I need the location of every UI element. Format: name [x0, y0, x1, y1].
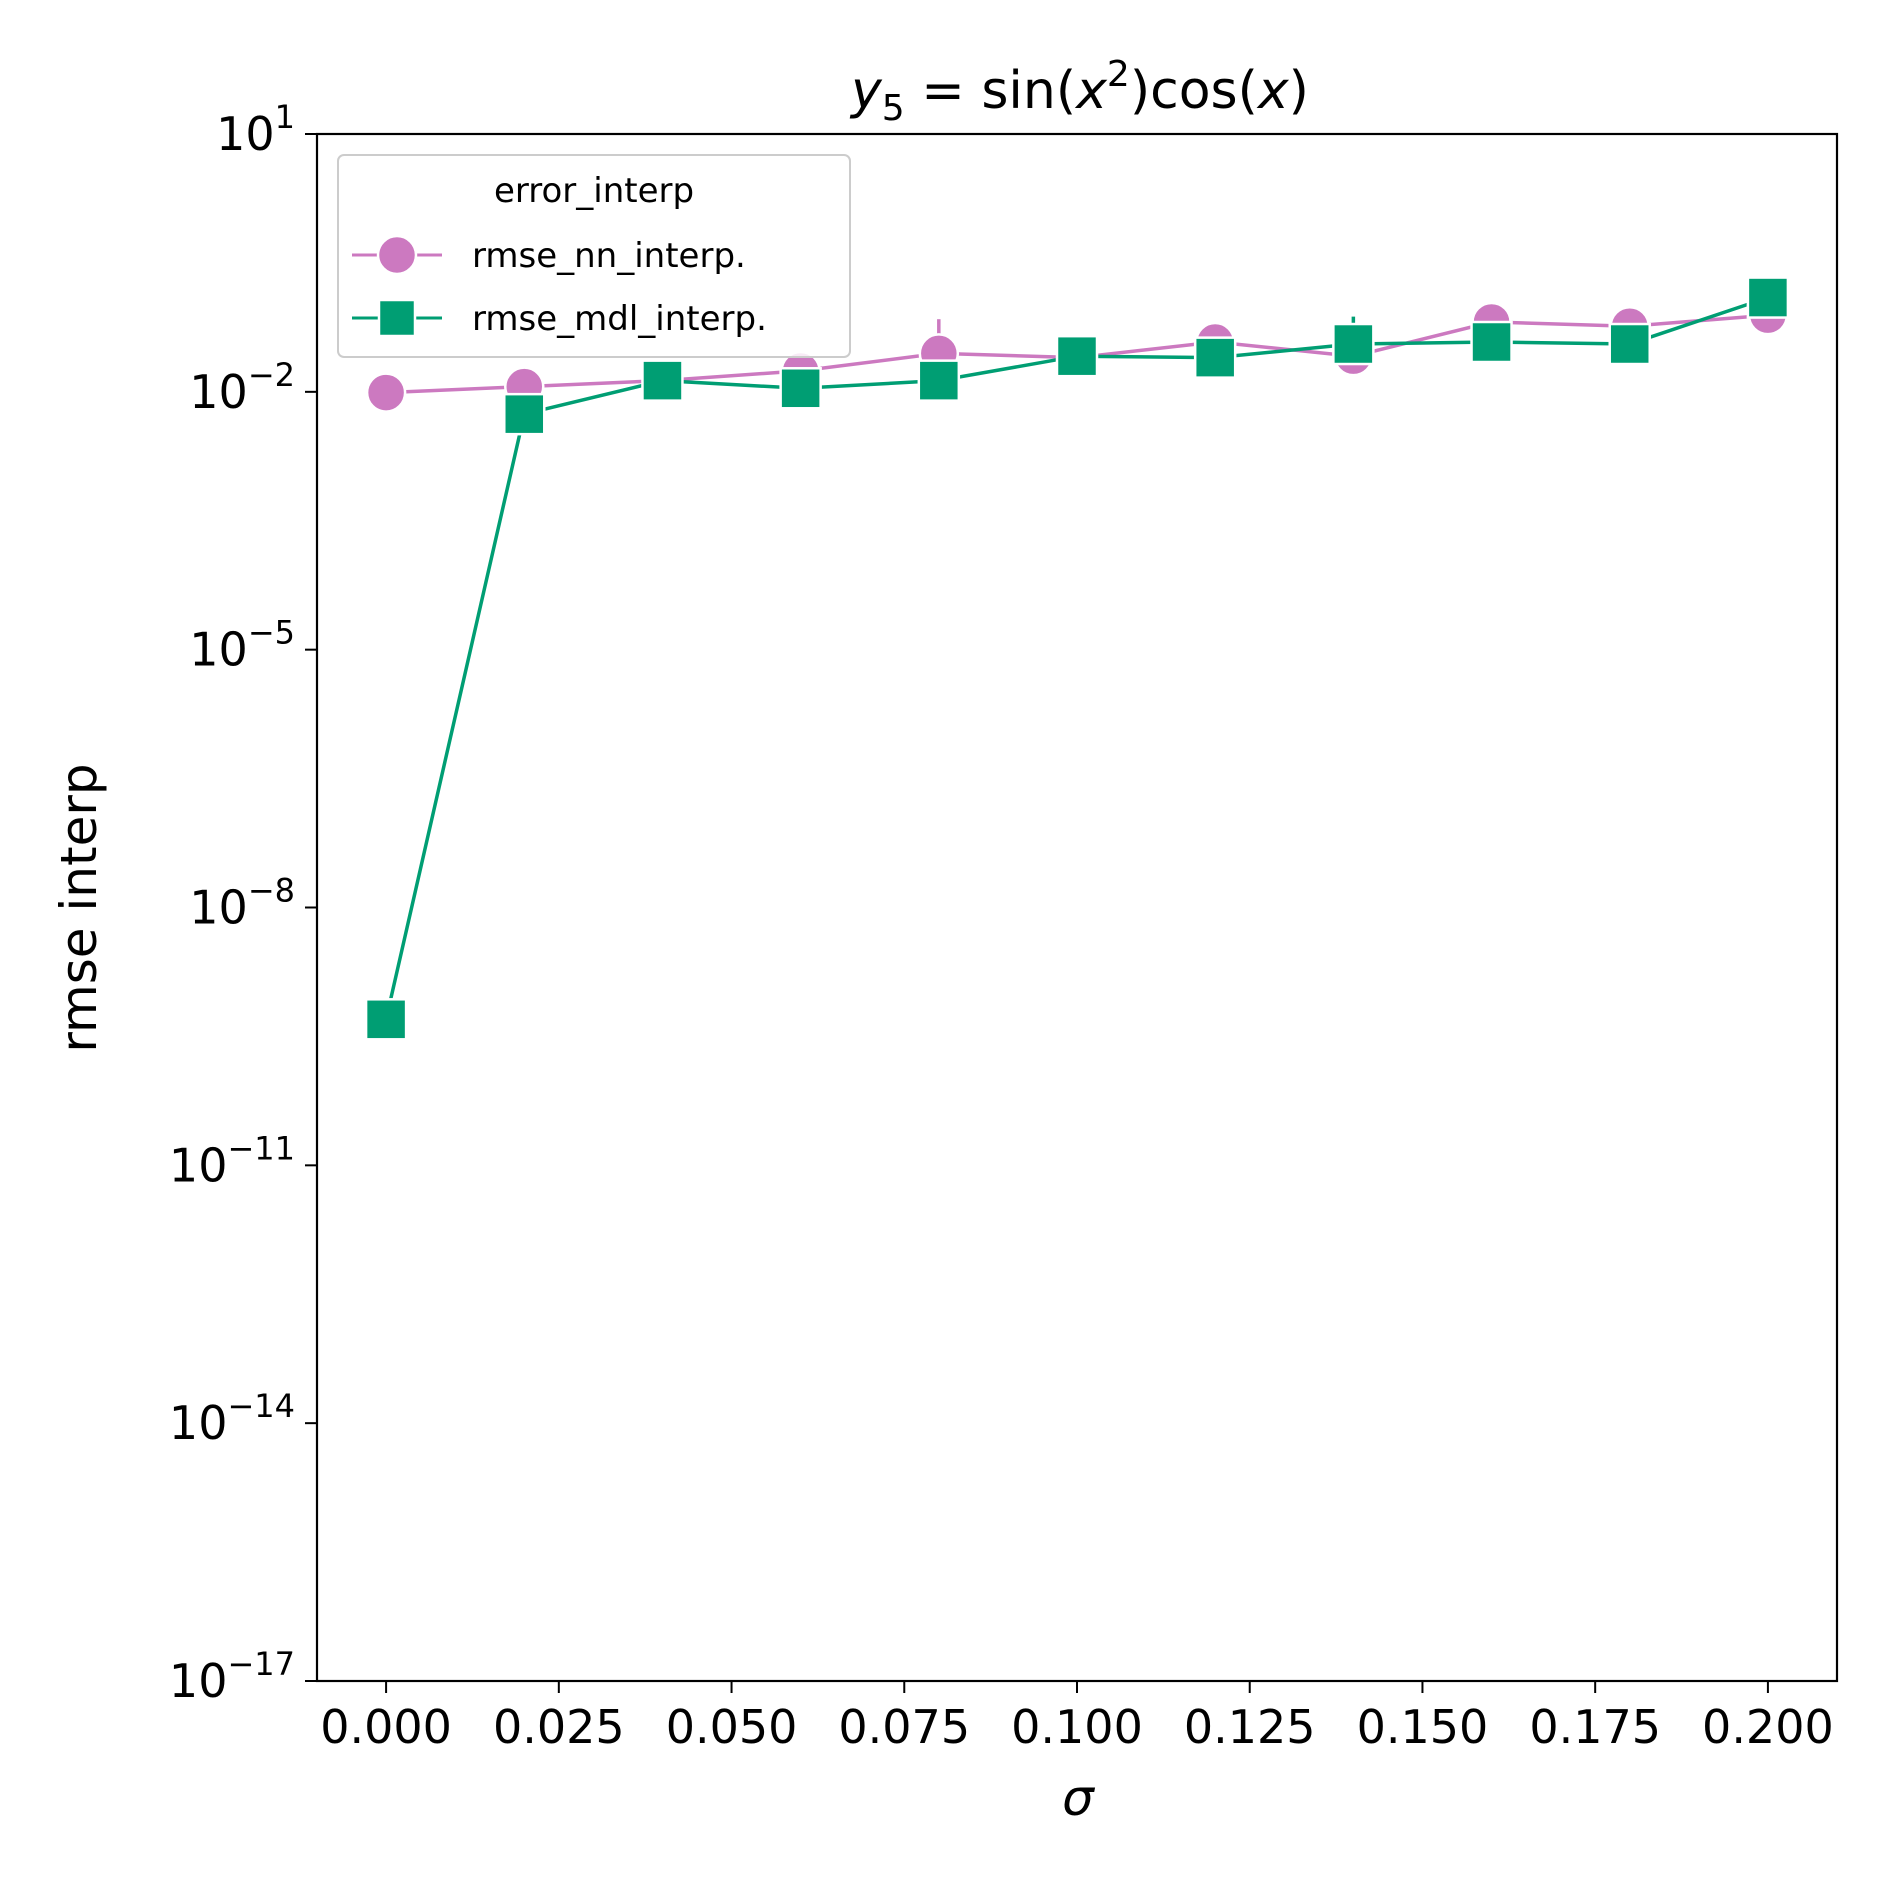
- legend-title: error_interp: [494, 171, 694, 211]
- x-tick-label: 0.025: [493, 1700, 625, 1754]
- data-point: [1608, 322, 1651, 366]
- data-point: [1746, 276, 1790, 319]
- chart-title: y5 = sin(x2)cos(x): [849, 54, 1309, 129]
- x-tick-label: 0.150: [1357, 1700, 1489, 1754]
- x-tick-label: 0.200: [1702, 1700, 1834, 1754]
- x-axis-label: σ: [1062, 1769, 1095, 1827]
- y-axis: 10−17 10−14 10−11 10−8 10−5 10−2 101: [169, 98, 317, 1708]
- data-point: [1055, 334, 1099, 378]
- x-axis: 0.000 0.025 0.050 0.075 0.100 0.125 0.150 0.175…: [320, 1681, 1834, 1754]
- x-tick-label: 0.175: [1529, 1700, 1661, 1754]
- legend-label-mdl: rmse_mdl_interp.: [472, 299, 767, 339]
- y-tick-label: 10−17: [169, 1645, 295, 1708]
- data-point: [1332, 322, 1375, 366]
- series-mdl: [364, 276, 1790, 1041]
- y-tick-label: 10−8: [189, 872, 295, 935]
- data-point: [641, 359, 684, 402]
- data-point: [364, 998, 408, 1041]
- data-point: [1193, 336, 1237, 379]
- y-tick-label: 10−14: [169, 1387, 295, 1450]
- x-tick-label: 0.125: [1184, 1700, 1316, 1754]
- data-point: [1470, 320, 1513, 364]
- legend-label-nn: rmse_nn_interp.: [472, 236, 746, 276]
- y-tick-label: 10−2: [189, 356, 295, 419]
- legend-entry-nn: rmse_nn_interp.: [352, 234, 746, 276]
- y-tick-label: 101: [216, 98, 295, 161]
- legend-marker-nn: [376, 234, 418, 276]
- legend-entry-mdl: rmse_mdl_interp.: [352, 298, 767, 339]
- legend: error_interp rmse_nn_interp. rmse_mdl_in…: [337, 154, 851, 358]
- x-tick-label: 0.075: [838, 1700, 970, 1754]
- x-tick-label: 0.000: [320, 1700, 452, 1754]
- legend-box: [337, 154, 851, 358]
- data-point: [779, 367, 822, 410]
- data-point: [503, 392, 546, 436]
- data-point: [917, 359, 961, 402]
- series-layer: [364, 276, 1790, 1041]
- data-point: [365, 372, 407, 413]
- x-tick-label: 0.100: [1011, 1700, 1143, 1754]
- y-axis-label: rmse interp: [50, 763, 108, 1052]
- y-tick-label: 10−5: [189, 614, 295, 677]
- legend-marker-mdl: [377, 298, 417, 338]
- x-tick-label: 0.050: [666, 1700, 798, 1754]
- y-tick-label: 10−11: [169, 1129, 295, 1192]
